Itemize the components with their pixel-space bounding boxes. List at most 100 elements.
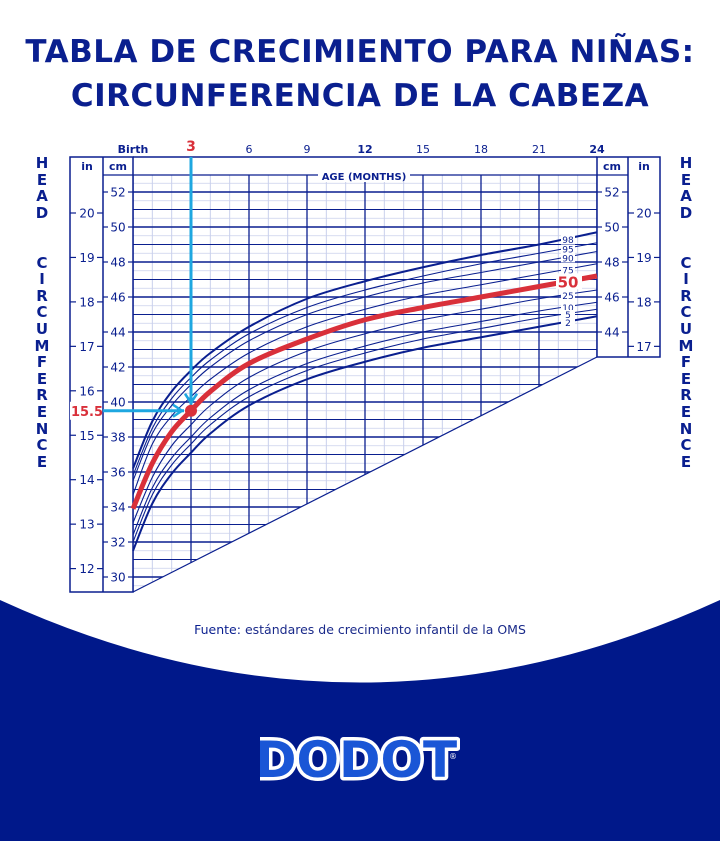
percentile-label-25: 25 xyxy=(562,292,573,302)
axis-label-letter: M xyxy=(34,336,50,355)
axis-label-letter: N xyxy=(35,419,49,438)
axis-label-letter: C xyxy=(680,253,692,272)
y-tick-cm-left: 48 xyxy=(110,256,125,270)
unit-label-cm-right: cm xyxy=(603,160,621,173)
title-line-1: TABLA DE CRECIMIENTO PARA NIÑAS: xyxy=(25,34,695,70)
y-tick-cm-right: 52 xyxy=(604,186,619,200)
percentile-curves xyxy=(130,231,598,552)
y-tick-in-left: 18 xyxy=(79,295,94,309)
y-tick-cm-left: 46 xyxy=(110,291,125,305)
arrow-head-down-icon xyxy=(183,393,199,406)
axis-label-letter: C xyxy=(36,436,48,455)
y-tick-in-left: 12 xyxy=(79,562,94,576)
y-tick-in-left: 19 xyxy=(79,251,94,265)
x-tick-label: 24 xyxy=(589,143,605,156)
y-tick-in-right: 19 xyxy=(636,251,651,265)
axis-label-letter: U xyxy=(35,319,49,338)
percentile-label-10: 10 xyxy=(562,304,574,314)
percentile-curve-98 xyxy=(132,231,598,469)
axis-label-letter: C xyxy=(680,303,692,322)
left-scale-frame xyxy=(69,156,134,593)
axis-label-letter: E xyxy=(36,170,48,189)
percentile-curve-25 xyxy=(132,289,598,523)
y-tick-cm-left: 44 xyxy=(110,326,125,340)
axis-label-letter: R xyxy=(36,286,48,305)
y-tick-in-left: 15 xyxy=(79,429,94,443)
axis-label-letter: R xyxy=(680,286,692,305)
y-tick-cm-left: 40 xyxy=(110,396,125,410)
percentile-label-98: 98 xyxy=(562,236,574,246)
annotation-value-15-5: 15.5 xyxy=(71,405,103,420)
percentile-curve-90 xyxy=(132,250,598,481)
y-tick-cm-left: 30 xyxy=(110,571,125,585)
axis-label-letter: U xyxy=(679,319,693,338)
percentile-label-75: 75 xyxy=(562,267,573,277)
axis-label-letter: C xyxy=(680,436,692,455)
percentile-label-5: 5 xyxy=(565,311,571,321)
axis-label-letter: E xyxy=(36,452,48,471)
percentile-label-95: 95 xyxy=(562,246,573,256)
logo-text: DODOT xyxy=(260,731,457,789)
x-tick-label: 12 xyxy=(357,143,372,156)
percentile-curve-95 xyxy=(132,242,598,476)
y-tick-cm-right: 48 xyxy=(604,256,619,270)
y-tick-cm-left: 52 xyxy=(110,186,125,200)
source-text: estándares de crecimiento infantil de la… xyxy=(240,622,526,637)
page-title: TABLA DE CRECIMIENTO PARA NIÑAS: CIRCUNF… xyxy=(0,30,720,118)
axis-label-letter: E xyxy=(36,402,48,421)
axis-label-letter: C xyxy=(36,303,48,322)
dodot-logo: DODOT DODOT ® xyxy=(260,728,460,793)
axis-label-letter: E xyxy=(680,170,692,189)
axis-label-letter: E xyxy=(680,402,692,421)
axis-label-letter: H xyxy=(679,154,693,172)
axis-label-letter: F xyxy=(680,353,692,372)
y-tick-in-right: 20 xyxy=(636,207,651,221)
percentile-curve-50 xyxy=(130,273,598,510)
registered-mark: ® xyxy=(449,752,457,761)
axis-label-letter: N xyxy=(679,419,693,438)
axis-label-letter: E xyxy=(680,452,692,471)
chart-diagonal xyxy=(132,356,598,593)
source-prefix: Fuente: xyxy=(194,622,241,637)
logo-outline: DODOT xyxy=(260,731,457,789)
title-line-2: CIRCUNFERENCIA DE LA CABEZA xyxy=(70,78,650,114)
y-tick-cm-right: 46 xyxy=(604,291,619,305)
y-tick-cm-right: 44 xyxy=(604,326,619,340)
y-tick-cm-right: 50 xyxy=(604,221,619,235)
axis-label-letter: A xyxy=(680,187,692,206)
percentile-curve-5 xyxy=(132,308,598,543)
axis-label-letter: M xyxy=(678,336,694,355)
percentile-curve-2 xyxy=(132,315,598,552)
y-tick-in-left: 17 xyxy=(79,340,94,354)
percentile-label-50: 50 xyxy=(558,273,579,291)
y-tick-cm-left: 42 xyxy=(110,361,125,375)
y-tick-cm-left: 36 xyxy=(110,466,125,480)
x-tick-label: 21 xyxy=(532,143,546,156)
percentile-curve-75 xyxy=(132,263,598,495)
unit-label-in-left: in xyxy=(81,160,93,173)
x-tick-label: Birth xyxy=(118,143,149,156)
highlight-point xyxy=(185,404,197,417)
percentile-curve-10 xyxy=(132,301,598,536)
y-tick-cm-left: 32 xyxy=(110,536,125,550)
percentile-label-90: 90 xyxy=(562,254,574,264)
axis-label-letter: E xyxy=(680,369,692,388)
y-tick-in-left: 20 xyxy=(79,207,94,221)
unit-label-cm-left: cm xyxy=(109,160,127,173)
axis-label-letter: C xyxy=(36,253,48,272)
x-tick-label: 3 xyxy=(186,139,196,155)
axis-label-letter: H xyxy=(35,154,49,172)
axis-label-letter: R xyxy=(36,386,48,405)
axis-label-letter: R xyxy=(680,386,692,405)
unit-label-in-right: in xyxy=(638,160,650,173)
y-tick-in-right: 18 xyxy=(636,295,651,309)
x-axis-title: AGE (MONTHS) xyxy=(322,172,407,183)
y-tick-in-right: 17 xyxy=(636,340,651,354)
y-tick-in-left: 16 xyxy=(79,384,94,398)
axis-label-letter: D xyxy=(679,203,693,222)
axis-label-letter: D xyxy=(35,203,49,222)
